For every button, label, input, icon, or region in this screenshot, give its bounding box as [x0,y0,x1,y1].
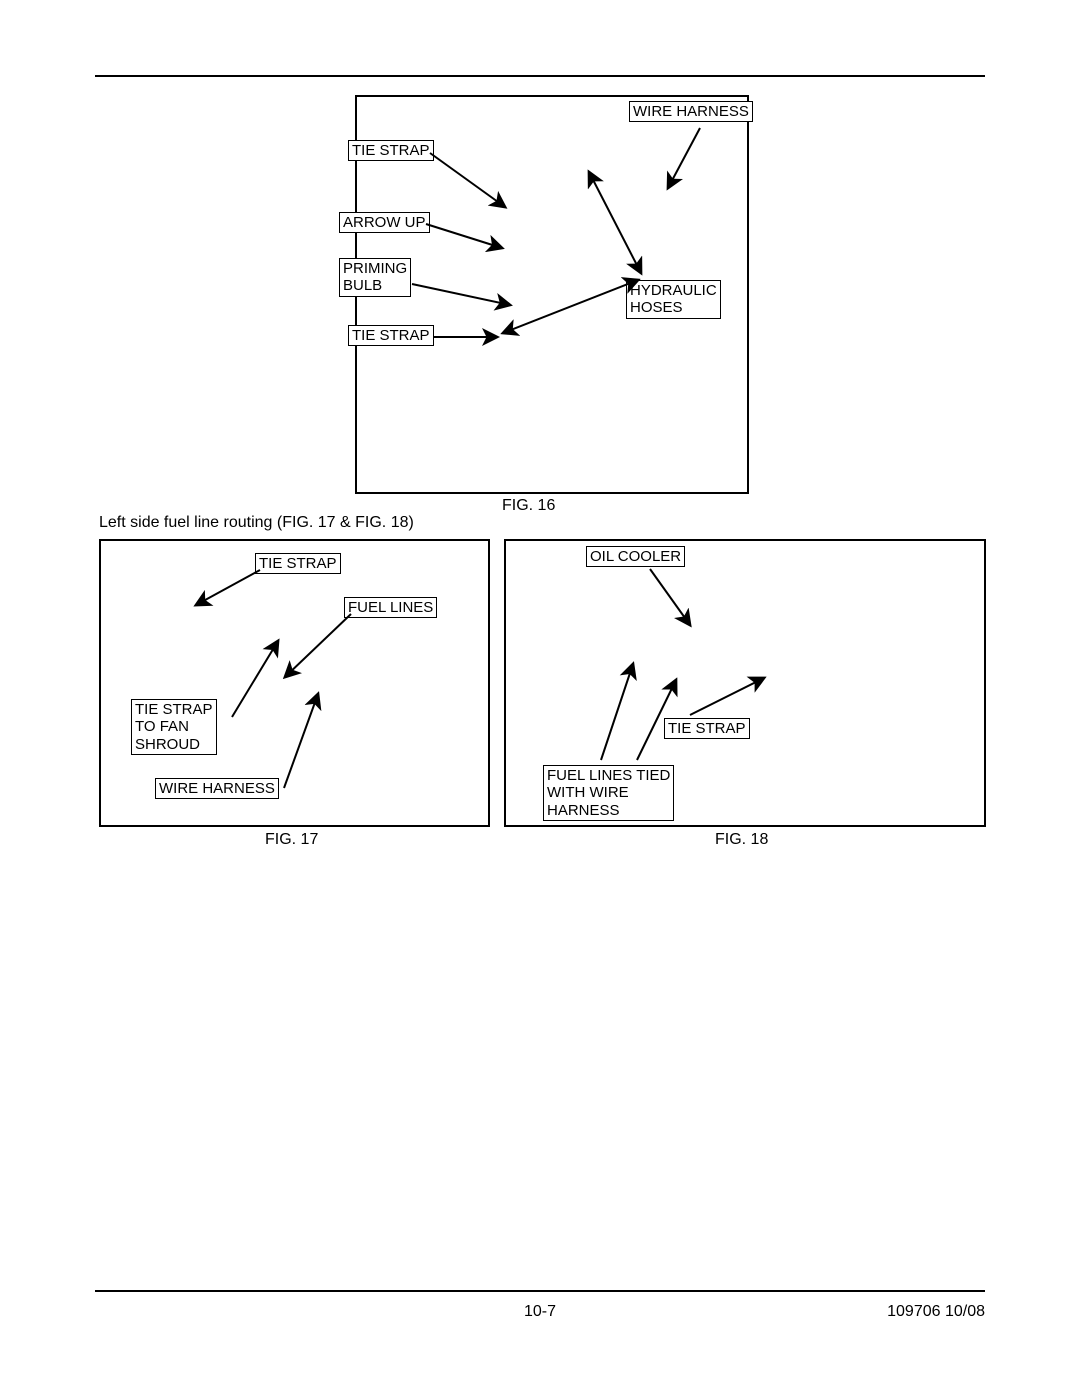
label-wire-harness: WIRE HARNESS [629,101,753,122]
label-oil-cooler: OIL COOLER [586,546,685,567]
rule-bottom [95,1290,985,1292]
label-priming-bulb: PRIMINGBULB [339,258,411,297]
label-tie-strap-2: TIE STRAP [348,325,434,346]
label-fuel-lines-tied-with-wire-harness: FUEL LINES TIEDWITH WIREHARNESS [543,765,674,821]
label-tie-strap: TIE STRAP [664,718,750,739]
fig16-caption: FIG. 16 [502,497,555,515]
label-tie-strap: TIE STRAP [255,553,341,574]
label-tie-strap-to-fan-shroud: TIE STRAPTO FANSHROUD [131,699,217,755]
label-tie-strap: TIE STRAP [348,140,434,161]
fig17-caption: FIG. 17 [265,831,318,849]
label-arrow-up: ARROW UP [339,212,430,233]
page: FIG. 16 Left side fuel line routing (FIG… [0,0,1080,1397]
label-wire-harness: WIRE HARNESS [155,778,279,799]
rule-top [95,75,985,77]
label-fuel-lines: FUEL LINES [344,597,437,618]
label-hydraulic-hoses: HYDRAULICHOSES [626,280,721,319]
fig18-caption: FIG. 18 [715,831,768,849]
doc-ref: 109706 10/08 [887,1303,985,1321]
routing-note: Left side fuel line routing (FIG. 17 & F… [99,514,414,532]
